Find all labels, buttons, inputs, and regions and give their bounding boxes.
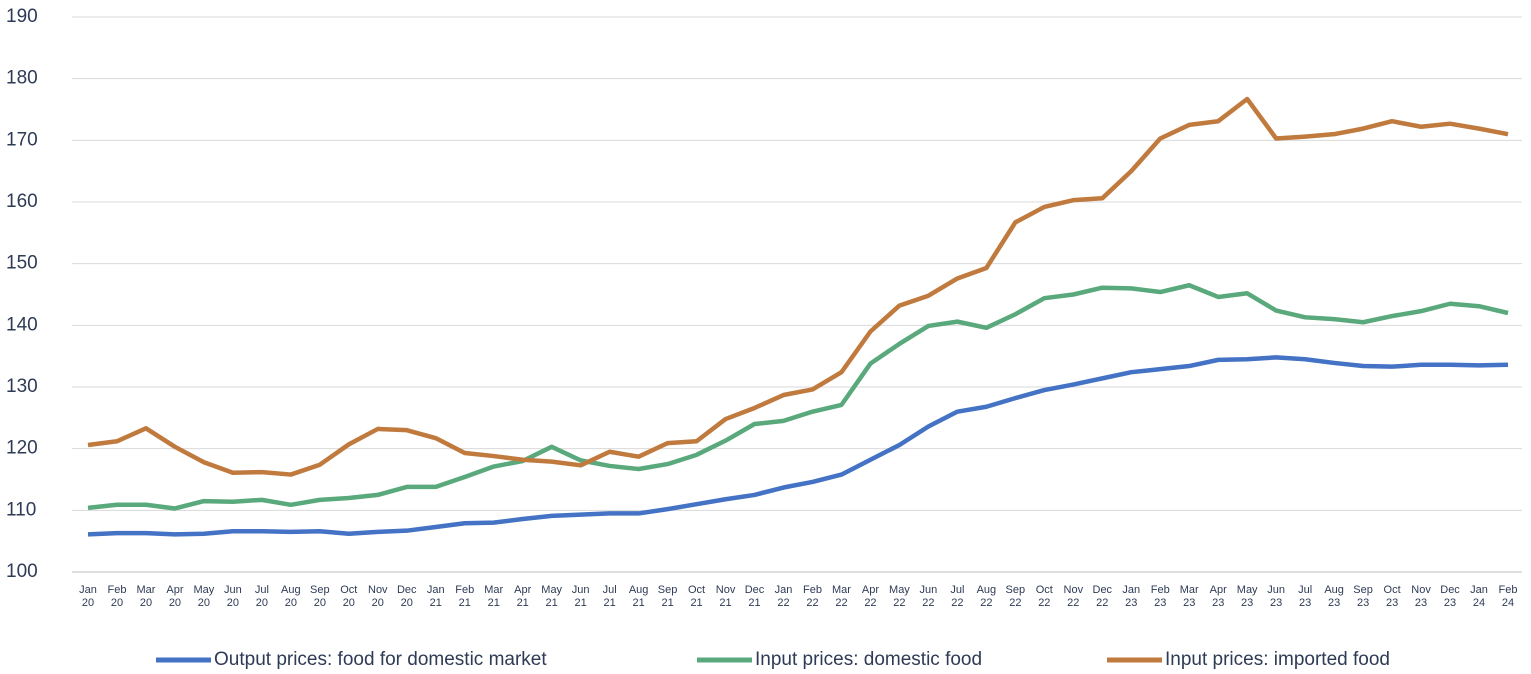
- x-tick-label: Jul 21: [602, 584, 617, 609]
- x-tick-label: Dec 22: [1092, 584, 1113, 609]
- legend-label: Input prices: imported food: [1165, 649, 1390, 670]
- x-tick-label: Aug 20: [281, 584, 301, 609]
- x-tick-label: Mar 22: [831, 584, 851, 609]
- x-tick-label: Jun 23: [1267, 584, 1286, 609]
- x-tick-label: Oct 23: [1383, 584, 1401, 609]
- y-tick-label: 130: [6, 376, 38, 397]
- x-tick-label: Sep 23: [1353, 584, 1373, 609]
- x-tick-label: May 22: [889, 584, 910, 609]
- x-tick-label: Sep 20: [310, 584, 330, 609]
- x-tick-label: Jun 21: [571, 584, 590, 609]
- x-tick-label: Jul 20: [254, 584, 269, 609]
- x-tick-label: Nov 22: [1063, 584, 1084, 609]
- x-tick-label: Mar 23: [1179, 584, 1199, 609]
- x-tick-label: Oct 20: [340, 584, 358, 609]
- legend-label: Output prices: food for domestic market: [214, 649, 547, 670]
- line-series: [87, 96, 1509, 477]
- x-tick-label: May 20: [193, 584, 215, 609]
- y-tick-label: 180: [6, 68, 38, 89]
- x-tick-label: Sep 21: [657, 584, 678, 609]
- line-series: [87, 283, 1509, 511]
- x-tick-label: Jan 24: [1470, 584, 1488, 609]
- x-tick-label: May 21: [541, 584, 563, 609]
- x-tick-label: Feb 24: [1498, 584, 1518, 609]
- x-tick-label: Jun 22: [919, 584, 938, 609]
- x-tick-label: May 23: [1236, 584, 1258, 609]
- x-tick-label: Jun 20: [224, 584, 242, 609]
- x-tick-label: Feb 20: [107, 584, 127, 609]
- x-tick-label: Mar 20: [136, 584, 156, 609]
- y-tick-label: 120: [6, 438, 38, 459]
- y-tick-label: 100: [6, 561, 38, 582]
- x-tick-label: Nov 20: [368, 584, 388, 609]
- x-tick-label: Nov 23: [1411, 584, 1431, 609]
- x-tick-label: Sep 22: [1005, 584, 1026, 609]
- x-tick-label: Nov 21: [715, 584, 736, 609]
- y-tick-label: 190: [6, 6, 38, 27]
- y-tick-label: 160: [6, 191, 38, 212]
- x-tick-label: Feb 21: [455, 584, 475, 609]
- x-tick-label: Dec 21: [744, 584, 765, 609]
- x-tick-label: Feb 23: [1150, 584, 1170, 609]
- y-tick-label: 170: [6, 129, 38, 150]
- x-tick-label: Jan 23: [1122, 584, 1141, 609]
- y-tick-label: 110: [6, 499, 36, 520]
- x-tick-label: Aug 23: [1324, 584, 1344, 609]
- x-tick-label: Aug 21: [628, 584, 649, 609]
- x-tick-label: Apr 22: [861, 584, 879, 609]
- x-tick-label: Feb 22: [803, 584, 822, 609]
- x-tick-label: Oct 22: [1035, 584, 1053, 609]
- x-tick-label: Dec 20: [396, 584, 417, 609]
- x-tick-label: Jul 23: [1298, 584, 1313, 609]
- x-tick-label: Apr 23: [1209, 584, 1227, 609]
- legend-label: Input prices: domestic food: [755, 649, 982, 670]
- x-tick-label: Apr 21: [514, 584, 532, 609]
- x-tick-label: Apr 20: [166, 584, 184, 609]
- y-tick-label: 140: [6, 314, 38, 335]
- x-tick-label: Oct 21: [688, 584, 706, 609]
- x-tick-label: Jul 22: [950, 584, 965, 609]
- x-tick-label: Aug 22: [976, 584, 997, 609]
- line-series: [87, 355, 1509, 537]
- x-tick-label: Jan 20: [79, 584, 97, 609]
- y-tick-label: 150: [6, 253, 38, 274]
- x-tick-label: Mar 21: [484, 584, 504, 609]
- x-tick-label: Jan 22: [774, 584, 793, 609]
- x-tick-label: Jan 21: [426, 584, 445, 609]
- x-tick-label: Dec 23: [1440, 584, 1460, 609]
